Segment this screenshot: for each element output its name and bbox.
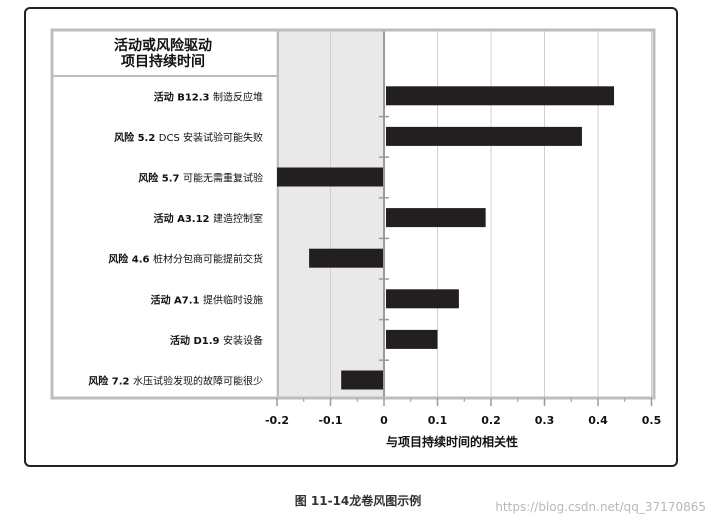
category-text: 提供临时设施 (203, 293, 263, 306)
category-prefix: 风险 4.6 (108, 253, 153, 266)
category-prefix: 活动 D1.9 (170, 334, 223, 347)
category-prefix: 风险 7.2 (88, 375, 133, 388)
category-label: 活动 A7.1 提供临时设施 (151, 293, 263, 306)
bar (309, 248, 383, 268)
bar (341, 370, 383, 390)
bar (386, 86, 615, 106)
bar (386, 289, 459, 309)
x-tick-label: 0.1 (428, 414, 448, 427)
bar (386, 329, 438, 349)
category-label: 活动 B12.3 制造反应堆 (154, 90, 263, 103)
category-prefix: 活动 A3.12 (154, 212, 213, 225)
category-text: 桩材分包商可能提前交货 (153, 253, 263, 266)
category-label: 风险 5.7 可能无需重复试验 (138, 172, 263, 185)
category-prefix: 风险 5.2 (114, 131, 159, 144)
category-text: 建造控制室 (213, 212, 263, 225)
bar (386, 208, 486, 228)
category-prefix: 活动 A7.1 (151, 293, 203, 306)
x-tick-label: -0.1 (318, 414, 342, 427)
category-text: 安装设备 (223, 334, 263, 347)
x-tick-label: 0.3 (535, 414, 555, 427)
x-tick-label: 0.2 (481, 414, 501, 427)
figure-caption: 图 11-14龙卷风图示例 (294, 494, 422, 508)
category-label: 活动 D1.9 安装设备 (170, 334, 263, 347)
bar (386, 126, 582, 146)
category-text: 制造反应堆 (213, 90, 263, 103)
x-axis-title: 与项目持续时间的相关性 (386, 434, 518, 449)
chart-title-line: 活动或风险驱动 (114, 37, 212, 54)
chart-title-line: 项目持续时间 (121, 53, 205, 70)
x-tick-label: 0.4 (588, 414, 608, 427)
x-tick-label: -0.2 (265, 414, 289, 427)
category-prefix: 活动 B12.3 (154, 90, 213, 103)
category-text: 可能无需重复试验 (183, 172, 263, 185)
x-tick-label: 0 (380, 414, 388, 427)
watermark: https://blog.csdn.net/qq_37170865 (495, 500, 706, 514)
category-prefix: 风险 5.7 (138, 172, 183, 185)
bar (277, 167, 383, 187)
category-label: 风险 5.2 DCS 安装试验可能失败 (114, 131, 263, 144)
category-label: 风险 4.6 桩材分包商可能提前交货 (108, 253, 263, 266)
category-text: 水压试验发现的故障可能很少 (133, 375, 263, 388)
category-label: 风险 7.2 水压试验发现的故障可能很少 (88, 375, 263, 388)
x-tick-label: 0.5 (642, 414, 662, 427)
category-text: DCS 安装试验可能失败 (159, 131, 263, 144)
category-label: 活动 A3.12 建造控制室 (154, 212, 263, 225)
